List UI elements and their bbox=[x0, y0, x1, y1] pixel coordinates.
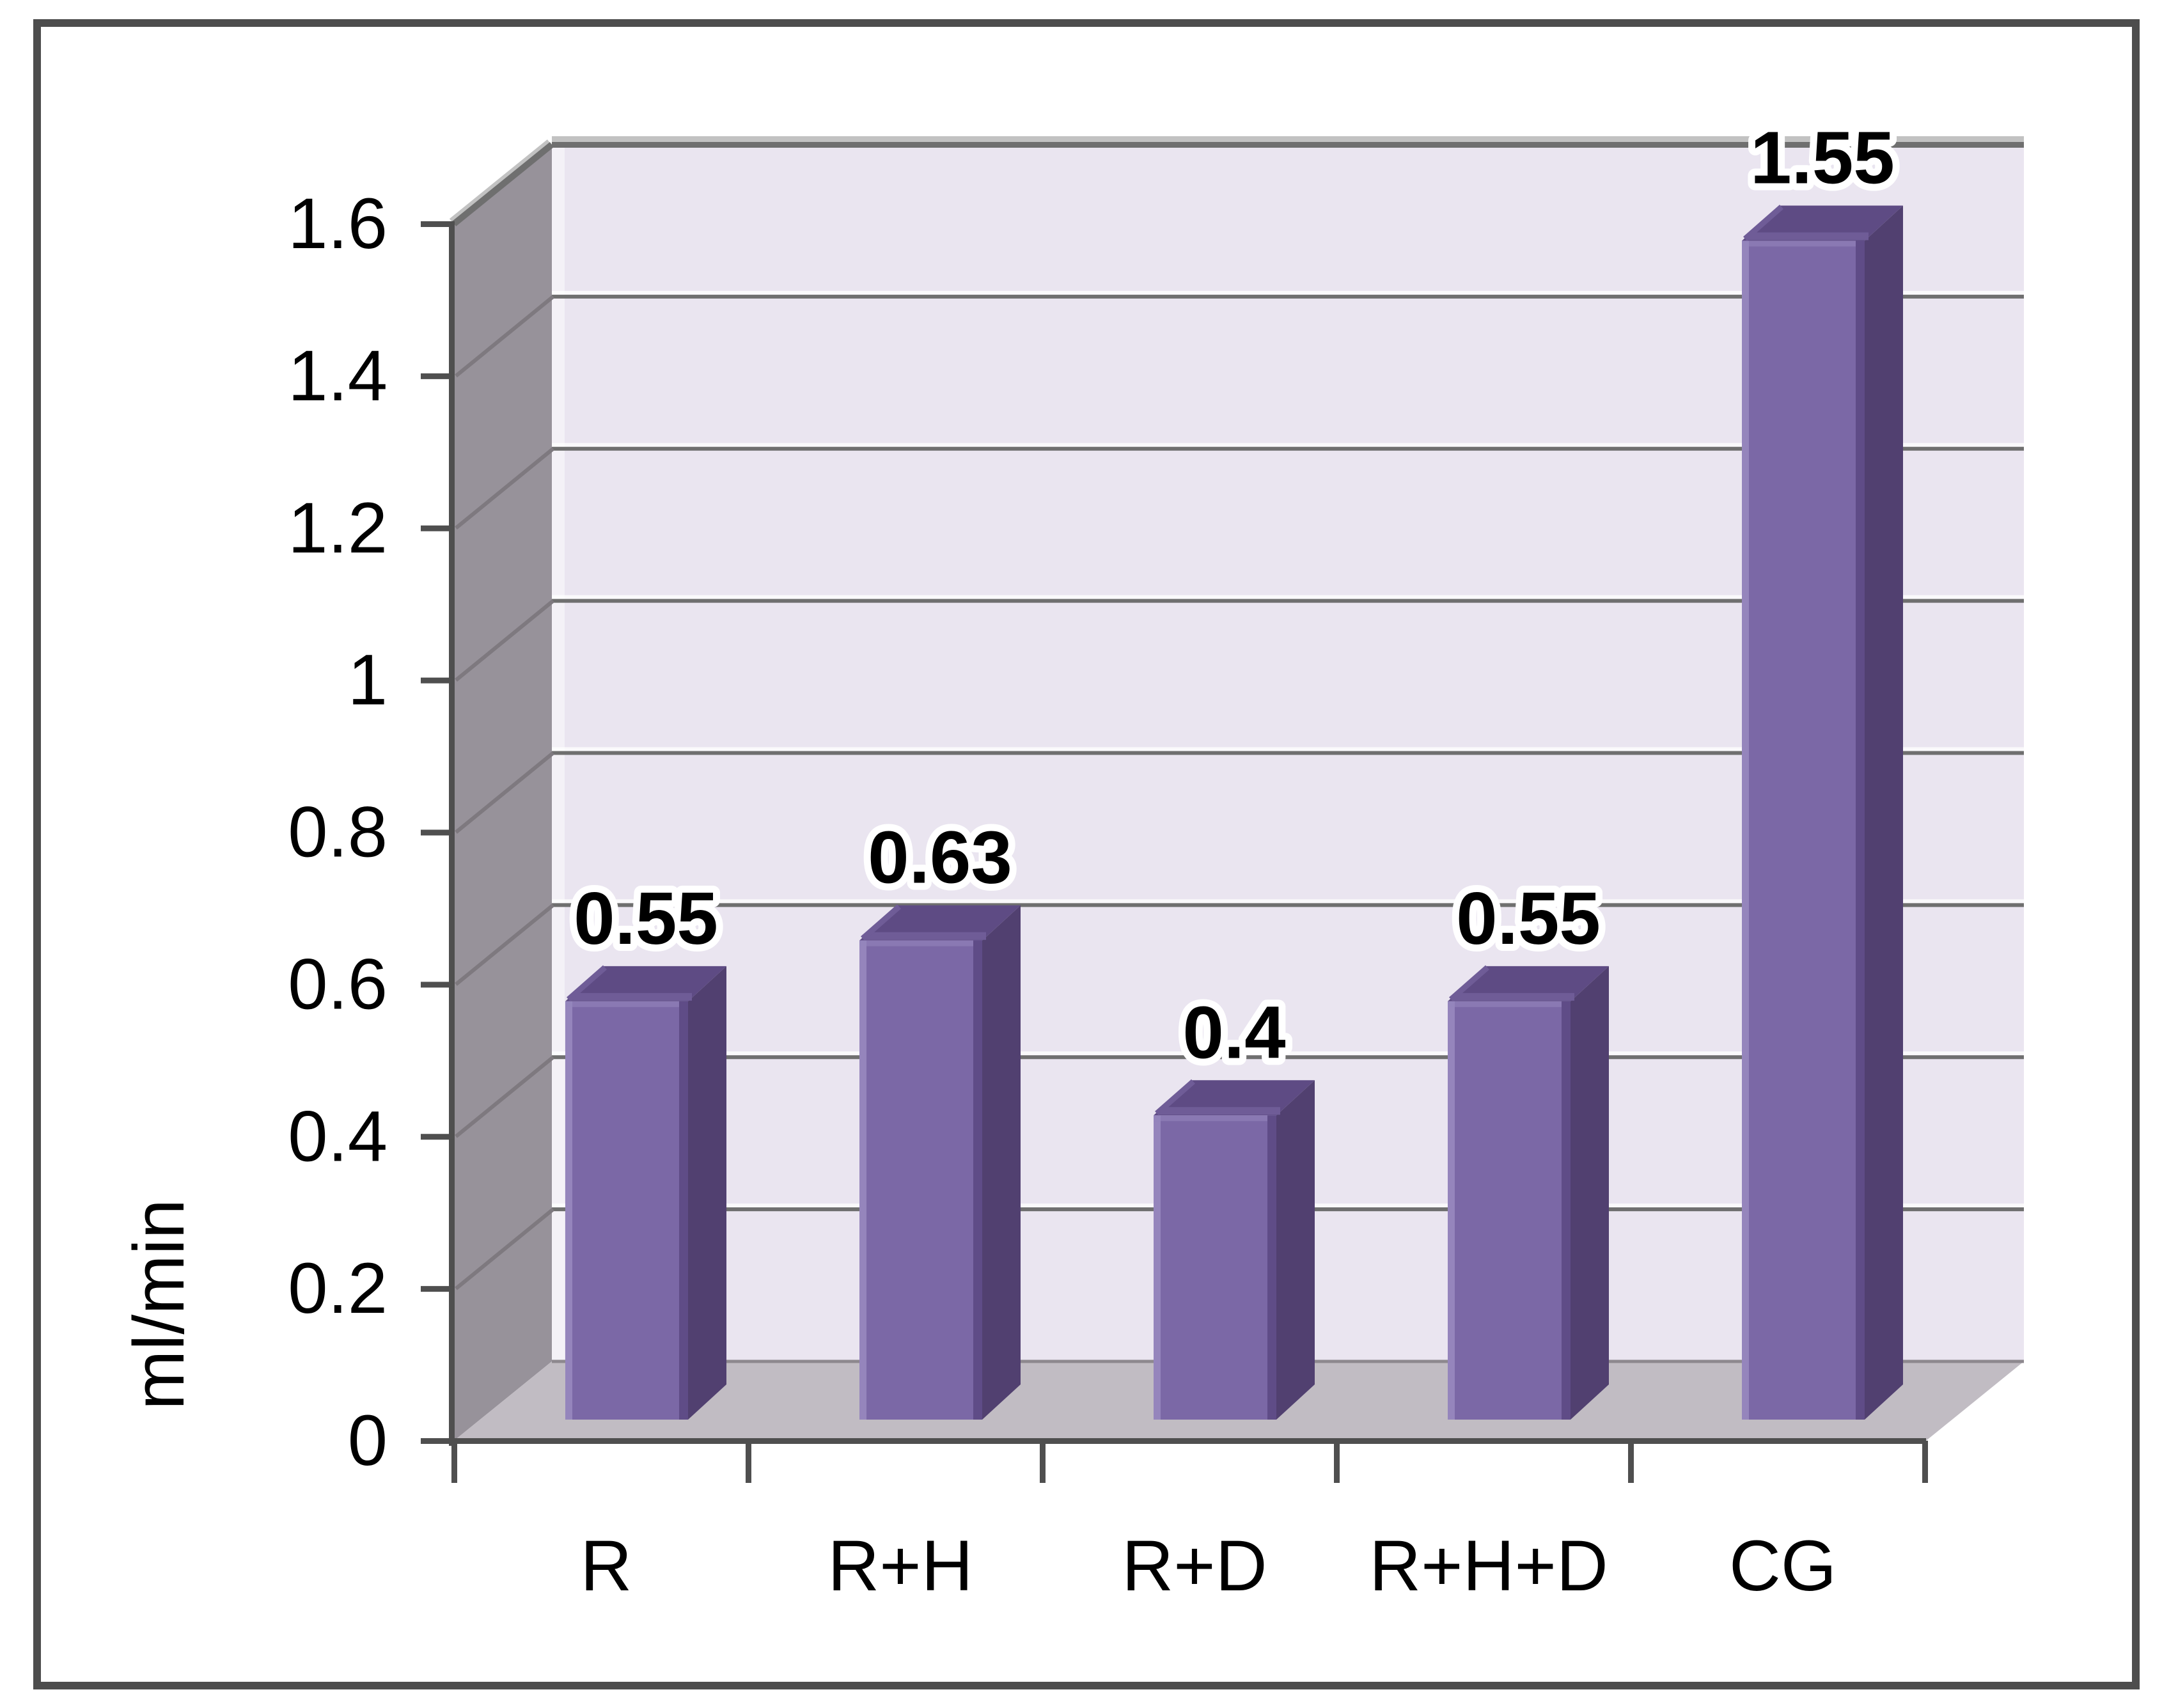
y-axis-title: ml/min bbox=[119, 1199, 199, 1410]
bar-bevel-right bbox=[1267, 1115, 1276, 1420]
side-wall-top-edge-highlight bbox=[449, 139, 552, 224]
y-axis-tick-label: 1.4 bbox=[288, 336, 388, 416]
gridline bbox=[552, 903, 2024, 907]
y-axis-tick-label: 0 bbox=[348, 1400, 388, 1480]
gridline-highlight bbox=[552, 899, 2024, 904]
bar-bevel-top bbox=[565, 1001, 688, 1007]
gridline bbox=[552, 1055, 2024, 1060]
gridline-highlight bbox=[552, 1051, 2024, 1056]
bar-bevel-top bbox=[1154, 1115, 1276, 1122]
bar-value-label: 1.55 bbox=[1750, 116, 1895, 199]
side-wall-diagonal-gridline bbox=[455, 1055, 554, 1138]
x-axis-tick bbox=[1628, 1441, 1634, 1483]
y-axis-tick bbox=[421, 829, 454, 836]
wall-top-edge bbox=[552, 142, 2024, 148]
x-axis-tick bbox=[1922, 1441, 1928, 1483]
y-axis-tick bbox=[421, 1438, 454, 1444]
x-axis-tick bbox=[1334, 1441, 1340, 1483]
bar-front-face bbox=[565, 1001, 688, 1420]
x-axis-category-label: R+D bbox=[1122, 1526, 1267, 1606]
bar-side-face bbox=[982, 905, 1021, 1420]
side-wall-diagonal-gridline bbox=[455, 751, 554, 834]
x-axis-tick bbox=[746, 1441, 751, 1483]
bar-bevel-right bbox=[1856, 240, 1865, 1420]
x-axis-category-label: R+H+D bbox=[1369, 1526, 1608, 1606]
bar-value-label: 0.55 bbox=[574, 877, 718, 960]
bar-side-face bbox=[688, 966, 726, 1420]
y-axis-tick bbox=[421, 1134, 454, 1140]
bar-top-face bbox=[1448, 966, 1609, 1001]
gridline-highlight bbox=[552, 747, 2024, 751]
y-axis-tick bbox=[421, 982, 454, 988]
bar-value-label: 0.4 bbox=[1182, 991, 1285, 1074]
y-axis-tick-label: 1.6 bbox=[288, 184, 388, 263]
gridline bbox=[552, 599, 2024, 603]
y-axis-tick-label: 1 bbox=[348, 640, 388, 720]
bar-bevel-top bbox=[1742, 240, 1865, 247]
bar-front-face bbox=[859, 940, 982, 1420]
x-axis-tick bbox=[1040, 1441, 1046, 1483]
y-axis-tick bbox=[421, 373, 454, 379]
bar-bevel-right bbox=[973, 940, 982, 1420]
y-axis-tick-label: 0.6 bbox=[288, 944, 388, 1024]
bar-bevel-top bbox=[1448, 1001, 1571, 1007]
gridline-highlight bbox=[552, 443, 2024, 447]
bar-bevel-left bbox=[859, 940, 866, 1420]
side-wall-diagonal-gridline bbox=[455, 904, 554, 986]
side-wall-top-edge bbox=[451, 142, 554, 226]
x-axis-category-label: R bbox=[581, 1526, 632, 1606]
y-axis-tick bbox=[421, 1286, 454, 1292]
bar-top-face bbox=[859, 905, 1021, 941]
bar-top-face bbox=[1154, 1080, 1315, 1116]
y-axis-tick-label: 0.4 bbox=[288, 1096, 388, 1176]
side-wall-diagonal-gridline bbox=[455, 599, 554, 682]
bar-front-face bbox=[1448, 1001, 1571, 1420]
bar-bevel-left bbox=[565, 1001, 572, 1420]
side-wall-diagonal-gridline bbox=[455, 1207, 554, 1290]
bar-front-face bbox=[1742, 240, 1865, 1420]
bar-bevel-left bbox=[1154, 1115, 1161, 1420]
gridline bbox=[552, 751, 2024, 755]
side-wall-diagonal-gridline bbox=[455, 447, 554, 530]
bar-bevel-left bbox=[1742, 240, 1749, 1420]
x-axis-line bbox=[449, 1438, 1926, 1444]
bar-top-face bbox=[565, 966, 726, 1001]
y-axis-tick bbox=[421, 221, 454, 227]
bar-value-label: 0.63 bbox=[868, 816, 1012, 899]
y-axis-tick-label: 0.2 bbox=[288, 1248, 388, 1328]
side-wall-diagonal-gridline bbox=[455, 295, 554, 378]
gridline bbox=[552, 294, 2024, 299]
y-axis-tick-label: 0.8 bbox=[288, 792, 388, 872]
y-axis-tick bbox=[421, 677, 454, 684]
bar-top-left-bevel bbox=[1743, 205, 1783, 241]
bar-top-left-bevel bbox=[567, 965, 607, 1002]
wall-top-edge-highlight bbox=[552, 136, 2024, 143]
bar-value-label: 0.55 bbox=[1456, 877, 1601, 960]
x-axis-category-label: R+H bbox=[827, 1526, 973, 1606]
bar-bevel-right bbox=[1562, 1001, 1571, 1420]
gridline bbox=[552, 446, 2024, 451]
chart-border-frame bbox=[33, 19, 2140, 1689]
bar-top-left-bevel bbox=[1449, 965, 1489, 1002]
bar-top-left-bevel bbox=[1155, 1079, 1195, 1116]
bar-bevel-top bbox=[859, 940, 982, 946]
gridline-highlight bbox=[552, 290, 2024, 295]
bar-bevel-right bbox=[679, 1001, 688, 1420]
y-axis-tick bbox=[421, 525, 454, 531]
bar-front-face bbox=[1154, 1115, 1276, 1420]
bar-bevel-left bbox=[1448, 1001, 1455, 1420]
bar-side-face bbox=[1571, 966, 1609, 1420]
gridline-highlight bbox=[552, 595, 2024, 599]
bar-side-face bbox=[1276, 1080, 1315, 1420]
x-axis-category-label: CG bbox=[1729, 1526, 1837, 1606]
bar-side-face bbox=[1865, 205, 1903, 1420]
bar-top-face bbox=[1742, 205, 1903, 241]
bar-top-left-bevel bbox=[861, 904, 901, 941]
x-axis-tick bbox=[451, 1441, 457, 1483]
y-axis-tick-label: 1.2 bbox=[288, 488, 388, 568]
